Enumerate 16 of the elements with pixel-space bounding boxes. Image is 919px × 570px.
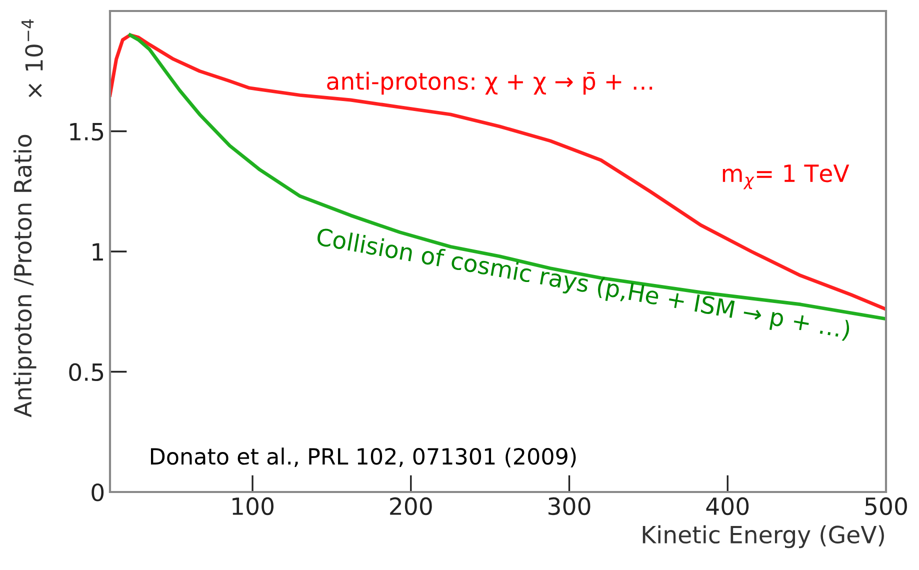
text: × 10$^{−4}$ <box>22 19 43 98</box>
y-axis-title: Antiproton /Proton Ratio <box>13 134 36 418</box>
x-tick-label: 300 <box>548 497 590 516</box>
y-tick-label: 0.5 <box>69 363 104 382</box>
annotation: anti-protons: χ + χ → p̄ + … <box>327 72 652 95</box>
x-tick-label: 500 <box>865 497 907 516</box>
annotation: Collision of cosmic rays (p,He + ISM → p + …) <box>315 227 851 344</box>
annotation: Donato et al., PRL 102, 071301 (2009) <box>150 448 576 468</box>
y-tick-label: 1.5 <box>70 123 104 141</box>
x-tick-label: 100 <box>232 497 274 516</box>
y-tick-label: 1 <box>92 243 103 260</box>
y-tick-label: 0 <box>92 483 104 502</box>
annotation: m$_{χ}$= 1 TeV <box>722 164 850 190</box>
x-tick-label: 400 <box>706 497 749 516</box>
x-tick-label: 200 <box>390 497 432 516</box>
x-axis-title: Kinetic Energy (GeV) <box>642 525 884 548</box>
